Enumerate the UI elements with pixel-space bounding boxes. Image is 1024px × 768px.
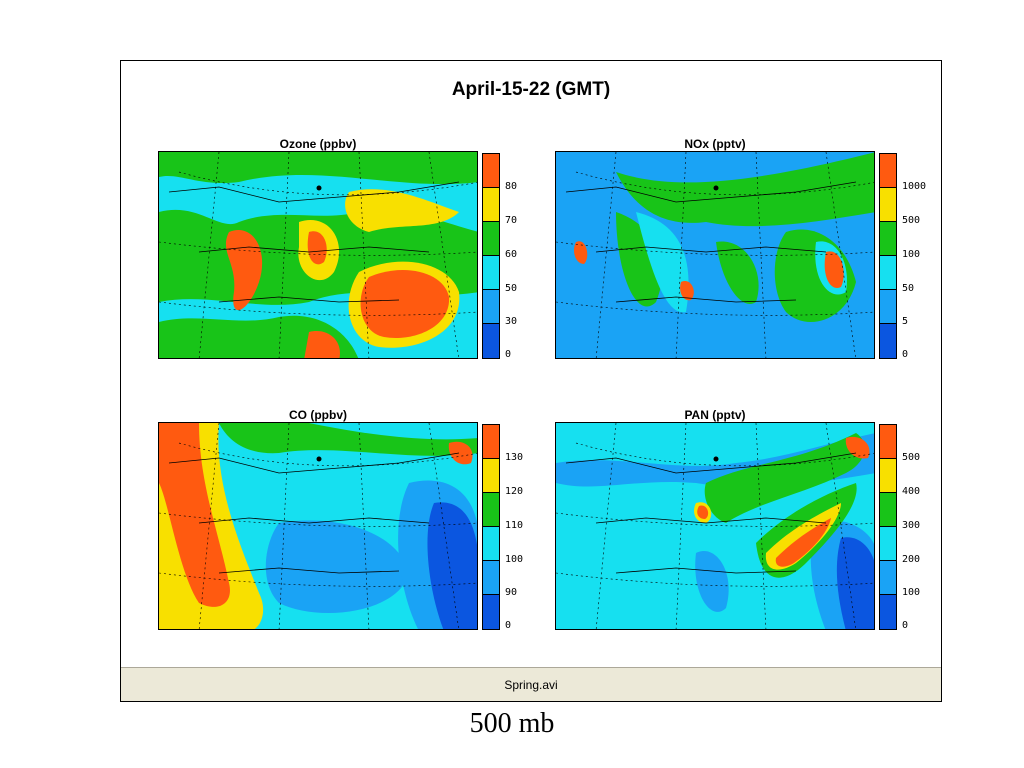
co-colorbar-labels: 130 120 110 100 90 0 (505, 424, 555, 631)
main-title: April-15-22 (GMT) (451, 79, 611, 100)
nox-colorbar-labels: 1000 500 100 50 5 0 (902, 153, 952, 360)
colorbar-label: 50 (505, 283, 518, 294)
colorbar-label: 30 (505, 316, 518, 327)
colorbar-label: 100 (505, 554, 524, 565)
colorbar-label: 80 (505, 181, 518, 192)
colorbar-label: 0 (505, 349, 512, 360)
colorbar-label: 120 (505, 486, 524, 497)
nox-map (555, 151, 875, 359)
colorbar-label: 500 (902, 215, 921, 226)
colorbar-label: 100 (902, 249, 921, 260)
colorbar-label: 500 (902, 452, 921, 463)
colorbar-label: 50 (902, 283, 915, 294)
slide-caption: 500 mb (469, 708, 555, 739)
colorbar-label: 0 (505, 620, 512, 631)
panel-title: NOx (pptv) (684, 137, 746, 151)
colorbar-label: 100 (902, 587, 921, 598)
panel-title: Ozone (ppbv) (279, 137, 357, 151)
colorbar-label: 400 (902, 486, 921, 497)
ozone-panel: Ozone (ppbv) (158, 137, 518, 367)
colorbar-label: 5 (902, 316, 909, 327)
ozone-colorbar-labels: 80 70 60 50 30 0 (505, 153, 555, 360)
status-bar: Spring.avi (121, 667, 941, 701)
colorbar-label: 0 (902, 349, 909, 360)
media-window: April-15-22 (GMT) Ozone (ppbv) (120, 60, 942, 702)
status-filename: Spring.avi (504, 678, 558, 692)
colorbar-label: 90 (505, 587, 518, 598)
pan-map (555, 422, 875, 630)
colorbar-label: 200 (902, 554, 921, 565)
colorbar-label: 1000 (902, 181, 927, 192)
ozone-colorbar (482, 153, 500, 359)
colorbar-label: 70 (505, 215, 518, 226)
co-map (158, 422, 478, 630)
panel-title: CO (ppbv) (289, 408, 347, 422)
co-colorbar (482, 424, 500, 630)
colorbar-label: 130 (505, 452, 524, 463)
panel-title: PAN (pptv) (684, 408, 746, 422)
ozone-map (158, 151, 478, 359)
colorbar-label: 60 (505, 249, 518, 260)
pan-colorbar (879, 424, 897, 630)
colorbar-label: 0 (902, 620, 909, 631)
nox-panel: NOx (pptv) (555, 137, 926, 367)
pan-panel: PAN (pptv) (555, 408, 920, 638)
co-panel: CO (ppbv) (158, 408, 523, 638)
pan-colorbar-labels: 500 400 300 200 100 0 (902, 424, 952, 631)
animation-frame: April-15-22 (GMT) Ozone (ppbv) (121, 61, 941, 666)
colorbar-label: 300 (902, 520, 921, 531)
nox-colorbar (879, 153, 897, 359)
colorbar-label: 110 (505, 520, 524, 531)
